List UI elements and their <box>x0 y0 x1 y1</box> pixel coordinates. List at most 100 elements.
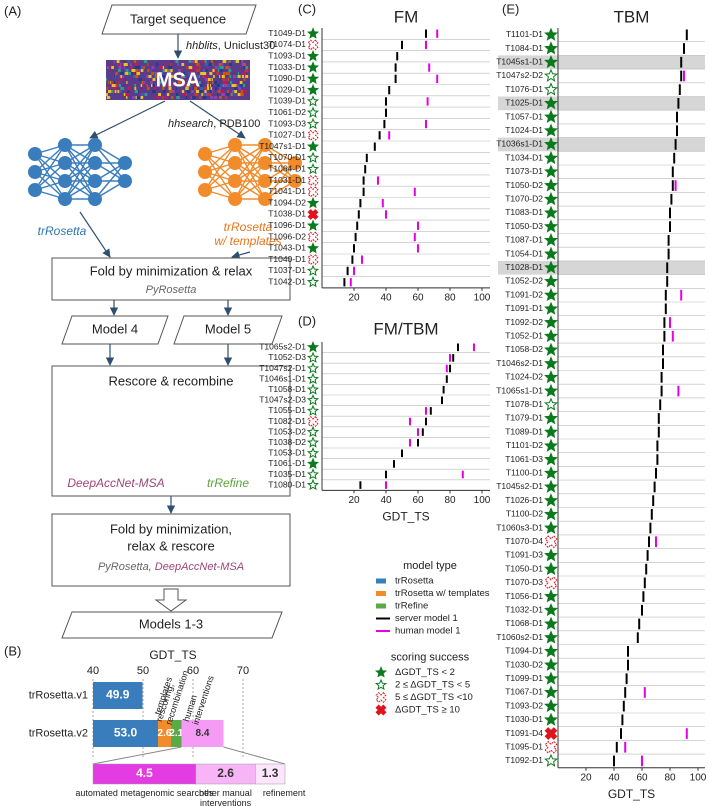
x-tick-label: 100 <box>474 495 491 506</box>
msa-cell <box>161 81 165 84</box>
msa-cell <box>168 87 172 90</box>
msa-cell <box>143 66 145 69</box>
category-label: T1046s2-D1 <box>496 358 543 368</box>
category-label: T1034-D1 <box>505 152 543 162</box>
msa-cell <box>159 66 163 69</box>
msa-cell <box>112 81 116 84</box>
msa-cell <box>112 87 117 90</box>
flowchart: Target sequence hhblits, Uniclust30 MSA … <box>28 4 302 639</box>
msa-cell <box>107 66 109 69</box>
msa-cell <box>169 90 173 93</box>
success-icon <box>306 61 320 73</box>
msa-cell <box>208 63 211 66</box>
msa-cell <box>245 75 249 78</box>
network-node <box>288 156 302 170</box>
msa-cell <box>241 69 246 72</box>
success-icon <box>544 356 558 370</box>
msa-cell <box>232 75 237 78</box>
success-icon <box>544 438 558 452</box>
msa-cell <box>190 96 193 99</box>
network-edge <box>34 144 66 191</box>
success-icon <box>544 712 558 726</box>
msa-cell <box>203 60 207 63</box>
msa-cell <box>144 84 147 87</box>
msa-cell <box>141 66 144 69</box>
msa-cell <box>150 81 153 84</box>
msa-cell <box>223 72 228 75</box>
msa-cell <box>213 96 218 99</box>
msa-cell <box>226 66 231 69</box>
msa-cell <box>120 75 124 78</box>
msa-cell <box>203 93 205 96</box>
category-label: T1091-D3 <box>505 550 543 560</box>
msa-cell <box>147 69 150 72</box>
msa-cell <box>191 90 195 93</box>
node-label: Fold by minimization & relax <box>90 263 253 278</box>
msa-cell <box>227 90 229 93</box>
success-icon <box>306 83 320 96</box>
msa-cell <box>152 78 156 81</box>
msa-cell <box>146 63 149 66</box>
msa-cell <box>243 66 246 69</box>
success-icon <box>544 123 558 137</box>
category-label: T1031-D1 <box>268 175 306 185</box>
network-edge <box>264 162 296 200</box>
msa-cell <box>113 90 117 93</box>
network-label: trRosetta <box>38 224 87 238</box>
msa-cell <box>188 60 191 63</box>
category-label: T1067-D1 <box>505 687 543 697</box>
msa-cell <box>175 63 177 66</box>
msa-cell <box>186 90 190 93</box>
category-label: T1074-D1 <box>268 39 306 49</box>
success-icon <box>544 383 558 397</box>
msa-cell <box>188 66 193 69</box>
category-label: T1054-D1 <box>505 248 543 258</box>
network-node <box>88 156 102 170</box>
msa-cell <box>128 72 132 75</box>
msa-cell <box>235 75 238 78</box>
msa-cell <box>206 66 209 69</box>
category-label: T1080-D1 <box>268 479 306 489</box>
msa-cell <box>132 75 136 78</box>
msa-cell <box>210 87 213 90</box>
msa-cell <box>198 81 201 84</box>
chart-title: FM <box>394 7 419 26</box>
msa-cell <box>115 84 118 87</box>
process-box <box>51 513 291 587</box>
x-tick-label: 20 <box>580 772 592 783</box>
success-icon <box>306 468 320 480</box>
x-tick-label: 50 <box>137 665 149 677</box>
success-icon <box>544 287 558 302</box>
msa-cell <box>131 78 134 81</box>
msa-cell <box>198 90 203 93</box>
x-tick-label: 80 <box>664 772 676 783</box>
msa-cell <box>207 81 209 84</box>
msa-cell <box>183 72 185 75</box>
msa-cell <box>181 63 185 66</box>
msa-cell <box>238 87 241 90</box>
success-icon <box>544 82 558 96</box>
msa-cell <box>182 93 187 96</box>
success-icon <box>544 370 558 384</box>
category-label: T1078-D1 <box>505 399 543 409</box>
category-label: T1043-D1 <box>268 243 306 253</box>
msa-cell <box>231 84 234 87</box>
zoom-line <box>223 746 286 765</box>
msa-cell <box>138 69 141 72</box>
msa-cell <box>210 84 215 87</box>
category-label: T1058-D2 <box>505 344 543 354</box>
msa-cell <box>136 72 140 75</box>
msa-cell <box>136 66 141 69</box>
category-label: T1050-D2 <box>505 180 543 190</box>
value-label: 2.6 <box>158 728 172 739</box>
success-icon <box>544 753 558 767</box>
category-label: T1046s1-D1 <box>259 373 306 383</box>
success-icon <box>544 55 558 69</box>
success-icon <box>306 95 320 107</box>
msa-cell <box>220 84 223 87</box>
category-label: T1061-D1 <box>268 458 306 468</box>
msa-cell <box>164 69 168 72</box>
panel-label: (B) <box>4 643 21 658</box>
success-icon <box>544 95 558 110</box>
msa-cell <box>220 90 225 93</box>
